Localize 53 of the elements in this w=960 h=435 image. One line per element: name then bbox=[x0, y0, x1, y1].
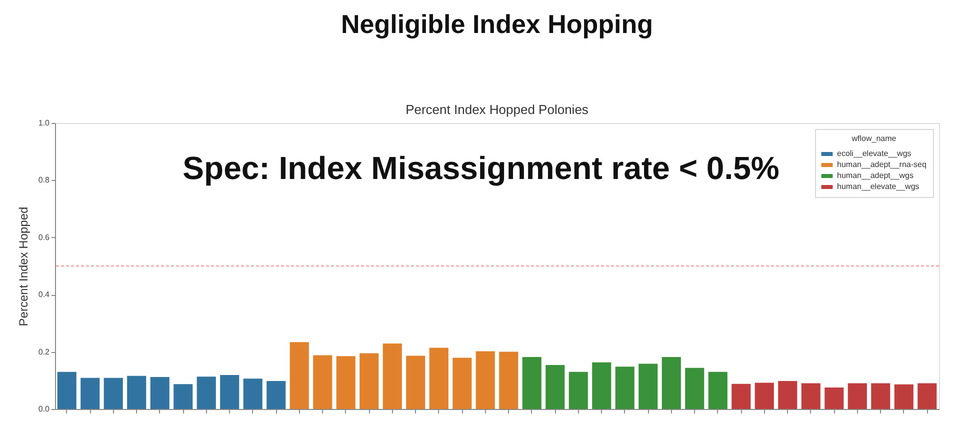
y-tick-label: 0.0 bbox=[38, 404, 50, 414]
bar bbox=[685, 368, 704, 409]
bar bbox=[732, 384, 751, 409]
y-axis-title: Percent Index Hopped bbox=[16, 206, 30, 326]
bar bbox=[382, 344, 402, 409]
bar bbox=[638, 364, 658, 409]
bar bbox=[452, 358, 472, 409]
bar bbox=[104, 378, 123, 409]
chart-subtitle: Percent Index Hopped Polonies bbox=[406, 102, 589, 117]
bar bbox=[243, 378, 262, 409]
bar bbox=[266, 380, 286, 409]
bar bbox=[313, 355, 332, 409]
annotation: Spec: Index Misassignment rate < 0.5% bbox=[182, 150, 780, 186]
legend-label: ecoli__elevate__wgs bbox=[837, 149, 912, 158]
bar bbox=[476, 351, 495, 409]
legend-label: human__adept__wgs bbox=[837, 171, 914, 180]
bar bbox=[918, 383, 937, 409]
bar bbox=[592, 362, 612, 409]
bar bbox=[801, 383, 820, 409]
bar bbox=[127, 376, 146, 409]
bar bbox=[196, 376, 216, 409]
legend-label: human__elevate__wgs bbox=[837, 182, 920, 191]
bar bbox=[894, 384, 914, 409]
y-tick-label: 0.4 bbox=[38, 290, 50, 300]
bar bbox=[290, 342, 309, 409]
bar bbox=[80, 378, 100, 409]
bar bbox=[406, 356, 426, 409]
bar bbox=[568, 372, 588, 409]
chart-title: Negligible Index Hopping bbox=[341, 9, 653, 39]
bar bbox=[754, 382, 774, 409]
bar bbox=[871, 383, 890, 409]
bar bbox=[429, 348, 448, 409]
bar bbox=[522, 356, 542, 409]
bar bbox=[499, 352, 518, 409]
bar bbox=[336, 356, 356, 409]
bar bbox=[848, 383, 867, 409]
bar bbox=[57, 372, 76, 409]
bar bbox=[174, 384, 193, 409]
y-tick-label: 1.0 bbox=[38, 118, 50, 128]
bar bbox=[824, 388, 844, 409]
legend-title: wflow_name bbox=[850, 134, 897, 143]
y-tick-label: 0.8 bbox=[38, 176, 50, 185]
bar bbox=[360, 353, 379, 409]
legend-label: human__adept__rna-seq bbox=[837, 160, 926, 169]
bar bbox=[546, 364, 565, 409]
bar bbox=[778, 380, 798, 409]
bar bbox=[662, 356, 681, 409]
y-tick-label: 0.2 bbox=[38, 347, 50, 356]
y-tick-label: 0.6 bbox=[38, 232, 50, 242]
bar bbox=[150, 376, 170, 409]
bar bbox=[220, 374, 240, 409]
bar bbox=[615, 366, 634, 409]
bar bbox=[708, 372, 728, 409]
